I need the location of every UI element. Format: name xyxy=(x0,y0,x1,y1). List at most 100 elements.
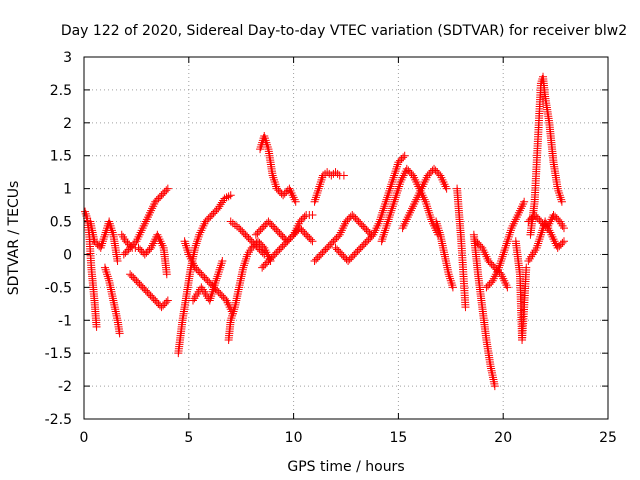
data-point xyxy=(230,220,239,229)
series-arc-j xyxy=(224,237,275,345)
data-point xyxy=(387,180,396,189)
data-point xyxy=(379,232,388,241)
data-point xyxy=(241,257,250,266)
data-point xyxy=(312,191,321,200)
data-point xyxy=(534,237,543,246)
data-point xyxy=(115,329,124,338)
data-point xyxy=(308,237,317,246)
data-point xyxy=(378,208,387,217)
data-point xyxy=(555,189,564,198)
data-point xyxy=(163,184,172,193)
data-point xyxy=(300,212,309,221)
data-point xyxy=(105,217,114,226)
data-point xyxy=(500,246,509,255)
data-point xyxy=(311,195,320,204)
data-point xyxy=(388,204,397,213)
data-point xyxy=(269,173,278,182)
data-point xyxy=(99,235,108,244)
data-point xyxy=(260,250,269,259)
data-point xyxy=(520,197,529,206)
data-point xyxy=(382,221,391,230)
data-point xyxy=(81,209,90,218)
data-point xyxy=(315,182,324,191)
data-point xyxy=(386,184,395,193)
data-point xyxy=(535,235,544,244)
data-point xyxy=(162,270,171,279)
data-point xyxy=(226,191,235,200)
data-point xyxy=(327,171,336,180)
data-point xyxy=(386,208,395,217)
data-point xyxy=(423,204,432,213)
data-point xyxy=(400,151,409,160)
data-point xyxy=(242,252,251,261)
series-arc-p xyxy=(310,210,376,266)
data-point xyxy=(333,169,342,178)
series-arc-o xyxy=(310,168,348,206)
x-axis-label: GPS time / hours xyxy=(287,459,404,475)
data-point xyxy=(308,210,317,219)
data-point xyxy=(181,239,190,248)
data-point xyxy=(316,178,325,187)
x-tick-label: 20 xyxy=(494,430,512,446)
data-point xyxy=(365,229,374,238)
data-point xyxy=(391,193,400,202)
data-point xyxy=(388,202,397,211)
data-point xyxy=(386,182,395,191)
data-point xyxy=(240,259,249,268)
y-tick-label: 1.5 xyxy=(50,149,72,165)
data-point xyxy=(380,228,389,237)
series-arc-w xyxy=(471,237,512,292)
data-point xyxy=(313,189,322,198)
data-point xyxy=(228,219,237,228)
x-tick-label: 5 xyxy=(184,430,193,446)
series-arc-i xyxy=(188,257,227,305)
data-point xyxy=(256,145,265,154)
data-point xyxy=(180,237,189,246)
data-point xyxy=(554,186,563,195)
series-arc-e xyxy=(119,184,172,259)
series-arc-q xyxy=(331,151,409,266)
x-tick-label: 0 xyxy=(80,430,89,446)
data-point xyxy=(270,178,279,187)
data-point xyxy=(393,189,402,198)
data-point xyxy=(226,217,235,226)
data-point xyxy=(381,199,390,208)
data-point xyxy=(379,230,388,239)
grid xyxy=(84,57,608,419)
axis-tick-labels: -2.5 -2 -1.5 -1 -0.5 0 0.5 1 1.5 2 2.5 3 0 5 10 15 20 25 xyxy=(45,50,617,446)
data-point xyxy=(182,241,191,250)
data-point xyxy=(446,274,455,283)
data-point xyxy=(323,168,332,177)
data-point xyxy=(490,382,499,391)
data-point xyxy=(193,237,202,246)
data-point xyxy=(536,230,545,239)
data-point xyxy=(499,248,508,257)
data-point xyxy=(92,322,101,331)
data-point xyxy=(239,263,248,272)
data-point xyxy=(448,281,457,290)
data-point xyxy=(291,197,300,206)
series-arc-d xyxy=(117,230,171,279)
data-point xyxy=(103,272,112,281)
data-point xyxy=(557,195,566,204)
data-point xyxy=(384,215,393,224)
data-point xyxy=(377,210,386,219)
data-point xyxy=(538,226,547,235)
y-axis-label: SDTVAR / TECUs xyxy=(6,181,22,296)
series-arc-s xyxy=(398,164,451,233)
data-point xyxy=(557,197,566,206)
x-tick-label: 25 xyxy=(599,430,617,446)
series-arc-f xyxy=(126,270,172,312)
y-tick-label: 0.5 xyxy=(50,215,72,231)
data-point xyxy=(256,142,265,151)
data-point xyxy=(226,316,235,325)
data-point xyxy=(533,241,542,250)
data-point xyxy=(192,239,201,248)
data-point xyxy=(101,228,110,237)
series-arc-y xyxy=(511,237,531,345)
data-point xyxy=(385,213,394,222)
data-point xyxy=(390,197,399,206)
data-point xyxy=(216,261,225,270)
data-point xyxy=(393,186,402,195)
